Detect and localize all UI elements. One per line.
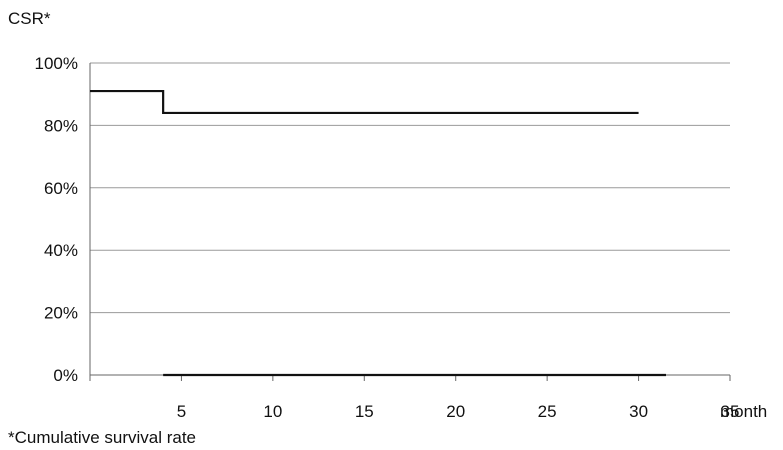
series-lines xyxy=(90,89,666,377)
y-tick-labels: 0% 20% 40% 60% 80% 100% xyxy=(35,54,78,385)
x-tick-labels: 5 10 15 20 25 30 35 xyxy=(177,402,740,421)
gridlines xyxy=(90,62,730,314)
y-tick-label: 100% xyxy=(35,54,78,73)
axes xyxy=(89,63,731,381)
x-tick-label: 30 xyxy=(629,402,648,421)
y-axis-title: CSR* xyxy=(8,9,51,28)
y-tick-label: 0% xyxy=(53,366,78,385)
y-tick-label: 80% xyxy=(44,116,78,135)
y-tick-label: 40% xyxy=(44,241,78,260)
footnote: *Cumulative survival rate xyxy=(8,428,196,447)
series-line-1 xyxy=(90,89,639,115)
x-tick-label: 20 xyxy=(446,402,465,421)
x-tick-label: 25 xyxy=(538,402,557,421)
x-tick-label: 35 xyxy=(721,402,740,421)
x-axis-title: month xyxy=(720,402,767,421)
y-tick-label: 20% xyxy=(44,304,78,323)
x-tick-label: 5 xyxy=(177,402,186,421)
y-tick-label: 60% xyxy=(44,179,78,198)
x-tick-label: 10 xyxy=(263,402,282,421)
x-tick-label: 15 xyxy=(355,402,374,421)
